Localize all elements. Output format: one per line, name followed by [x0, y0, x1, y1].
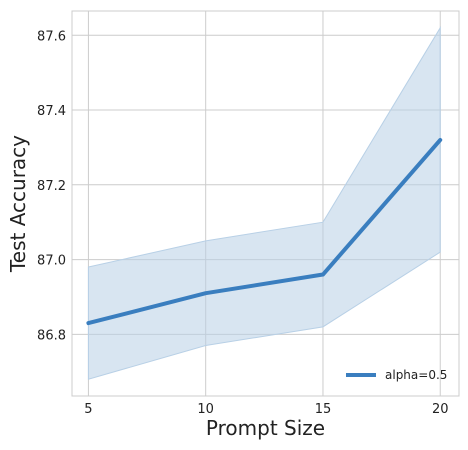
y-tick-label-4: 87.6	[37, 29, 66, 44]
legend: alpha=0.5	[346, 368, 447, 382]
x-tick-labels: 5 10 15 20	[84, 402, 448, 417]
y-tick-label-2: 87.2	[37, 179, 66, 194]
series-line-layer	[86, 137, 443, 326]
y-tick-labels: 86.8 87.0 87.2 87.4 87.6	[37, 29, 66, 343]
x-tick-label-2: 15	[315, 402, 332, 417]
x-tick-label-0: 5	[84, 402, 92, 417]
y-tick-label-3: 87.4	[37, 104, 66, 119]
legend-label: alpha=0.5	[385, 368, 447, 382]
x-tick-label-3: 20	[432, 402, 449, 417]
plot-frame	[71, 10, 460, 397]
y-tick-label-1: 87.0	[37, 254, 66, 269]
x-axis-label: Prompt Size	[206, 416, 325, 440]
series-line-0	[86, 137, 443, 326]
confidence-band-layer	[87, 26, 441, 380]
y-axis-label: Test Accuracy	[6, 135, 30, 273]
x-tick-label-1: 10	[197, 402, 214, 417]
confidence-band-0	[87, 26, 441, 380]
y-tick-label-0: 86.8	[37, 328, 66, 343]
